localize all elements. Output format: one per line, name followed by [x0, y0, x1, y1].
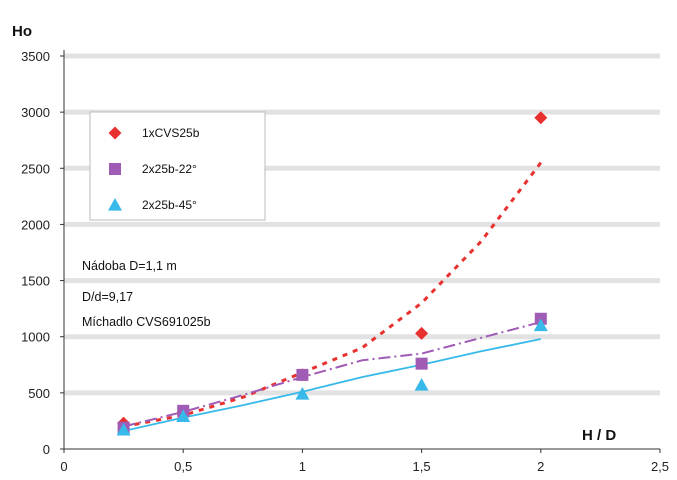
data-point-diamond	[415, 326, 429, 340]
data-point-triangle	[414, 377, 429, 391]
legend-marker-triangle	[108, 198, 122, 211]
y-tick-label: 3000	[21, 105, 50, 120]
grid	[64, 53, 660, 396]
tick-labels: 0 500 1000 1500 2000 2500 3000 3500 0 0,5 1 1,5 2 2,5	[21, 49, 669, 474]
x-tick-label: 1,5	[413, 459, 431, 474]
data-point-triangle	[533, 318, 548, 332]
y-tick-label: 1000	[21, 330, 50, 345]
annotation-ratio: D/d=9,17	[82, 290, 133, 304]
x-tick-label: 2,5	[651, 459, 669, 474]
trendline-exponential	[123, 161, 542, 428]
x-axis-label: H / D	[582, 427, 616, 444]
legend-marker-square	[109, 163, 121, 175]
legend-label: 1xCVS25b	[142, 126, 200, 140]
y-tick-label: 1500	[21, 274, 50, 289]
legend-label: 2x25b-45°	[142, 198, 197, 212]
axes	[60, 50, 661, 453]
data-points	[116, 111, 548, 436]
annotation-vessel: Nádoba D=1,1 m	[82, 259, 177, 273]
trendline-power	[123, 321, 542, 428]
data-point-square	[296, 368, 309, 381]
trendline-linear	[123, 338, 541, 432]
annotation-mixer: Míchadlo CVS691025b	[82, 315, 211, 329]
data-point-diamond	[534, 111, 548, 125]
data-point-triangle	[295, 386, 310, 400]
x-tick-label: 0,5	[174, 459, 192, 474]
y-tick-label: 3500	[21, 49, 50, 64]
data-point-triangle	[116, 422, 131, 436]
y-tick-label: 2500	[21, 161, 50, 176]
x-tick-label: 1	[299, 459, 306, 474]
y-axis-label: Ho	[12, 23, 32, 40]
x-tick-label: 0	[60, 459, 67, 474]
y-tick-label: 500	[28, 386, 50, 401]
legend-label: 2x25b-22°	[142, 162, 197, 176]
legend: 1xCVS25b 2x25b-22° 2x25b-45°	[89, 111, 266, 221]
data-point-triangle	[176, 409, 191, 423]
trendlines	[123, 161, 542, 432]
x-tick-label: 2	[537, 459, 544, 474]
y-tick-label: 0	[43, 442, 50, 457]
y-tick-label: 2000	[21, 217, 50, 232]
data-point-square	[415, 357, 428, 370]
annotations: Nádoba D=1,1 m D/d=9,17 Míchadlo CVS6910…	[82, 259, 211, 329]
legend-marker-diamond	[108, 126, 122, 140]
